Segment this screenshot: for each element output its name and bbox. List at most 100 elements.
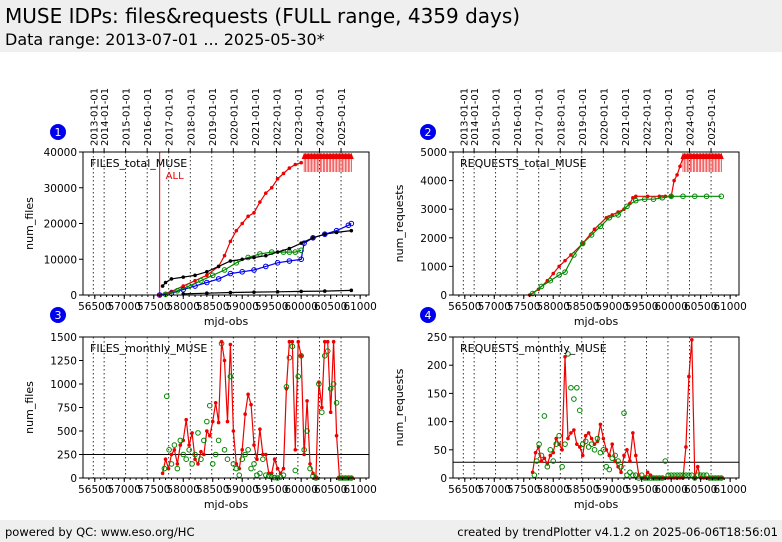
data-point (178, 443, 183, 447)
data-point (559, 463, 565, 470)
data-point (293, 448, 298, 452)
data-point (331, 339, 336, 344)
data-point (630, 472, 636, 478)
data-point (566, 436, 570, 441)
data-point (680, 193, 686, 200)
data-point (264, 191, 268, 195)
top-date-label: 2014-01-01 (470, 88, 481, 146)
data-point (557, 264, 561, 269)
chart-panel-4: 5650057000575005800058500590005950060000… (393, 307, 747, 511)
x-tick-label: 60000 (654, 484, 687, 496)
data-point (255, 457, 259, 462)
data-point (205, 273, 209, 278)
x-tick-label: 60500 (684, 301, 717, 313)
x-tick-label: 61000 (713, 301, 746, 313)
footer-credit[interactable]: powered by QC: www.eso.org/HC (5, 525, 195, 539)
data-point (544, 463, 551, 470)
y-tick-label: 0 (70, 290, 77, 302)
top-date-label: 2020-01-01 (599, 88, 610, 146)
data-point (302, 452, 306, 457)
data-point (618, 463, 624, 470)
x-tick-label: 59500 (625, 301, 658, 313)
data-point (251, 267, 257, 273)
y-tick-label: 2000 (420, 233, 447, 245)
data-point (533, 458, 540, 464)
panel-title: REQUESTS_total_MUSE (460, 157, 587, 170)
top-date-label: 2024-01-01 (685, 88, 696, 146)
data-point (193, 457, 197, 462)
x-tick-label: 59500 (255, 484, 288, 496)
data-point (622, 453, 626, 458)
footer-bar: powered by QC: www.eso.org/HC created by… (0, 520, 782, 542)
x-tick-label: 57000 (478, 301, 511, 313)
x-tick-label: 60500 (684, 484, 717, 496)
data-point (606, 214, 613, 221)
top-date-label: 2017-01-01 (535, 88, 546, 146)
data-point (321, 353, 328, 359)
data-point (562, 441, 568, 447)
data-point (201, 437, 207, 444)
data-point (322, 339, 327, 344)
y-axis-label: num_requests (393, 184, 406, 262)
data-point (184, 417, 188, 422)
data-point (607, 453, 612, 458)
data-point (204, 418, 210, 425)
data-point (298, 256, 304, 263)
data-point (308, 462, 312, 466)
data-point (349, 288, 354, 293)
data-point (601, 436, 606, 441)
data-point (287, 246, 292, 251)
top-date-label: 2015-01-01 (492, 88, 503, 146)
y-tick-label: 30000 (44, 183, 77, 195)
data-point (610, 442, 615, 446)
data-point (295, 373, 302, 380)
data-point (234, 228, 239, 233)
chart-panel-2: 5650057000575005800058500590005950060000… (393, 88, 747, 328)
header-bar: MUSE IDPs: files&requests (FULL range, 4… (0, 0, 782, 52)
panel-title: REQUESTS_monthly_MUSE (460, 342, 607, 355)
data-point (287, 166, 292, 170)
x-tick-label: 58500 (566, 484, 599, 496)
data-point (260, 456, 266, 463)
data-point (671, 472, 677, 478)
data-point (310, 235, 316, 241)
chart-panel-1: ALL5650057000575005800058500590005950060… (23, 88, 377, 328)
panel-badge-number: 1 (55, 126, 62, 139)
top-date-label: 2021-01-01 (621, 88, 632, 146)
data-point (275, 466, 280, 471)
data-point (665, 472, 672, 478)
data-point (571, 396, 577, 402)
data-point (298, 247, 304, 254)
data-point (572, 428, 576, 432)
data-point (580, 453, 585, 458)
y-tick-label: 1250 (50, 356, 77, 368)
y-tick-label: 250 (57, 450, 77, 462)
series-line-black (183, 289, 352, 295)
top-date-label: 2017-01-01 (165, 88, 176, 146)
data-point (257, 470, 263, 477)
data-point (628, 459, 632, 463)
panel-badge-number: 2 (425, 126, 432, 139)
top-date-label: 2021-01-01 (251, 88, 262, 146)
data-point (283, 384, 290, 390)
data-point (631, 431, 635, 435)
x-tick-label: 60000 (654, 301, 687, 313)
data-point (183, 456, 189, 463)
data-point (275, 177, 280, 181)
data-point (538, 452, 545, 459)
data-point (202, 452, 206, 457)
data-point (169, 277, 174, 281)
data-point (638, 472, 645, 478)
data-point (672, 178, 676, 183)
data-point (290, 339, 295, 344)
panel-badge-number: 3 (55, 309, 62, 322)
x-tick-label: 58500 (196, 301, 229, 313)
data-point (627, 469, 633, 476)
data-point (674, 472, 680, 478)
x-tick-label: 58000 (537, 301, 570, 313)
data-point (533, 450, 538, 455)
data-point (163, 280, 168, 285)
x-tick-label: 57500 (507, 484, 540, 496)
data-point (163, 457, 168, 462)
data-point (252, 255, 256, 260)
